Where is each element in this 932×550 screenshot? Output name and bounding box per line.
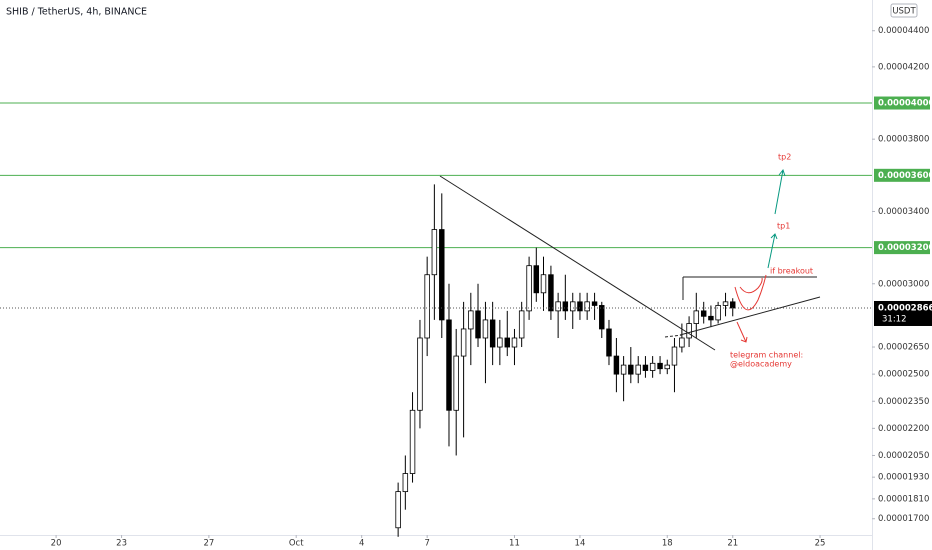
candle-body: [584, 301, 590, 312]
tp1-arrow: [767, 233, 778, 269]
candle-body: [533, 265, 540, 294]
candle-body: [657, 362, 663, 370]
candle-body: [468, 310, 474, 330]
level-label: 0.00003600: [878, 171, 932, 181]
candle-body: [446, 319, 452, 411]
y-tick-label: 0.00003400: [878, 207, 929, 217]
candle-body: [613, 355, 620, 375]
x-tick-label: 14: [575, 539, 586, 549]
support-line: [679, 296, 821, 336]
candle-body: [708, 315, 714, 321]
candle-body: [526, 265, 532, 312]
level-label: 0.00003200: [878, 243, 932, 253]
candle-body: [395, 491, 401, 529]
x-tick-label: 11: [509, 539, 520, 549]
y-tick-label: 0.00002650: [878, 343, 929, 353]
y-tick-label: 0.00001810: [878, 494, 929, 504]
candle-body: [649, 362, 656, 371]
candle-body: [409, 409, 416, 474]
candle-body: [570, 301, 576, 312]
candle-body: [562, 301, 569, 312]
chart-title: SHIB / TetherUS, 4h, BINANCE: [6, 7, 147, 18]
candle-body: [482, 319, 489, 339]
candle-body: [497, 337, 503, 348]
x-tick-label: Oct: [289, 539, 304, 549]
y-tick-label: 0.00002200: [878, 424, 929, 434]
last-price-box: [874, 300, 932, 326]
candle-body: [628, 364, 634, 375]
level-label: 0.00004000: [878, 99, 932, 109]
tp2-arrow: [774, 168, 786, 215]
countdown: 31:12: [882, 314, 907, 324]
x-tick-label: 20: [51, 539, 62, 549]
candle-body: [577, 301, 583, 312]
candle-body: [402, 473, 409, 493]
candle-body: [591, 301, 598, 306]
candle-body: [700, 310, 707, 317]
candle-body: [504, 337, 510, 348]
candle-body: [439, 229, 445, 321]
dashed-line: [664, 334, 683, 338]
candle-body: [460, 328, 467, 357]
y-tick-label: 0.00004200: [878, 62, 929, 72]
trendline: [439, 175, 716, 351]
y-tick-label: 0.00001700: [878, 514, 929, 524]
x-tick-label: 27: [203, 539, 214, 549]
candle-body: [511, 337, 518, 348]
y-tick-label: 0.00003000: [878, 279, 929, 289]
y-tick-label: 0.00002350: [878, 397, 929, 407]
y-tick-label: 0.00002050: [878, 451, 929, 461]
y-tick-label: 0.00004400: [878, 26, 929, 36]
candle-body: [599, 305, 605, 330]
annotation: tp2: [778, 153, 791, 162]
drawings: tp2 tp1 if breakout telegram channel: @e…: [439, 153, 821, 369]
candle-body: [722, 301, 729, 306]
x-tick-label: 7: [424, 539, 429, 549]
x-tick-label: 4: [359, 539, 364, 549]
candle-body: [540, 274, 547, 294]
y-tick-label: 0.00003800: [878, 135, 929, 145]
level-label-box: [874, 241, 930, 255]
candle-body: [664, 364, 670, 370]
currency-box[interactable]: [890, 3, 918, 18]
currency[interactable]: USDT: [892, 7, 916, 17]
candle-body: [671, 346, 678, 366]
candle-body: [686, 323, 692, 339]
candle-body: [475, 310, 481, 339]
level-label-box: [874, 96, 930, 110]
candle-body: [518, 310, 525, 339]
breakout-path: [734, 274, 767, 311]
annotation: tp1: [777, 222, 790, 231]
candle-body: [730, 301, 736, 309]
x-tick-label: 25: [815, 539, 826, 549]
candle-body: [620, 364, 627, 375]
candle-body: [489, 319, 496, 348]
candle-body: [417, 337, 423, 411]
breakout-path: [739, 277, 763, 294]
down-arrow: [736, 321, 748, 343]
x-tick-label: 18: [662, 539, 673, 549]
x-tick-label: 21: [727, 539, 738, 549]
candle-body: [548, 274, 554, 312]
candle-body: [424, 274, 430, 339]
candle-body: [606, 328, 612, 357]
candle-body: [453, 355, 459, 411]
annotation: telegram channel:: [730, 351, 803, 360]
candle-body: [555, 301, 561, 312]
annotation: if breakout: [770, 267, 813, 276]
last-price-label: 0.00002866: [878, 303, 932, 313]
candle-body: [715, 305, 721, 321]
candle-body: [635, 364, 641, 375]
x-tick-label: 23: [116, 539, 127, 549]
candle-body: [693, 310, 700, 324]
candle-body: [679, 337, 685, 348]
candle-body: [431, 229, 438, 276]
annotation: @eldoacademy: [730, 360, 792, 369]
candle-body: [642, 364, 649, 371]
y-tick-label: 0.00001930: [878, 473, 929, 483]
level-label-box: [874, 168, 930, 182]
y-tick-label: 0.00002500: [878, 370, 929, 380]
